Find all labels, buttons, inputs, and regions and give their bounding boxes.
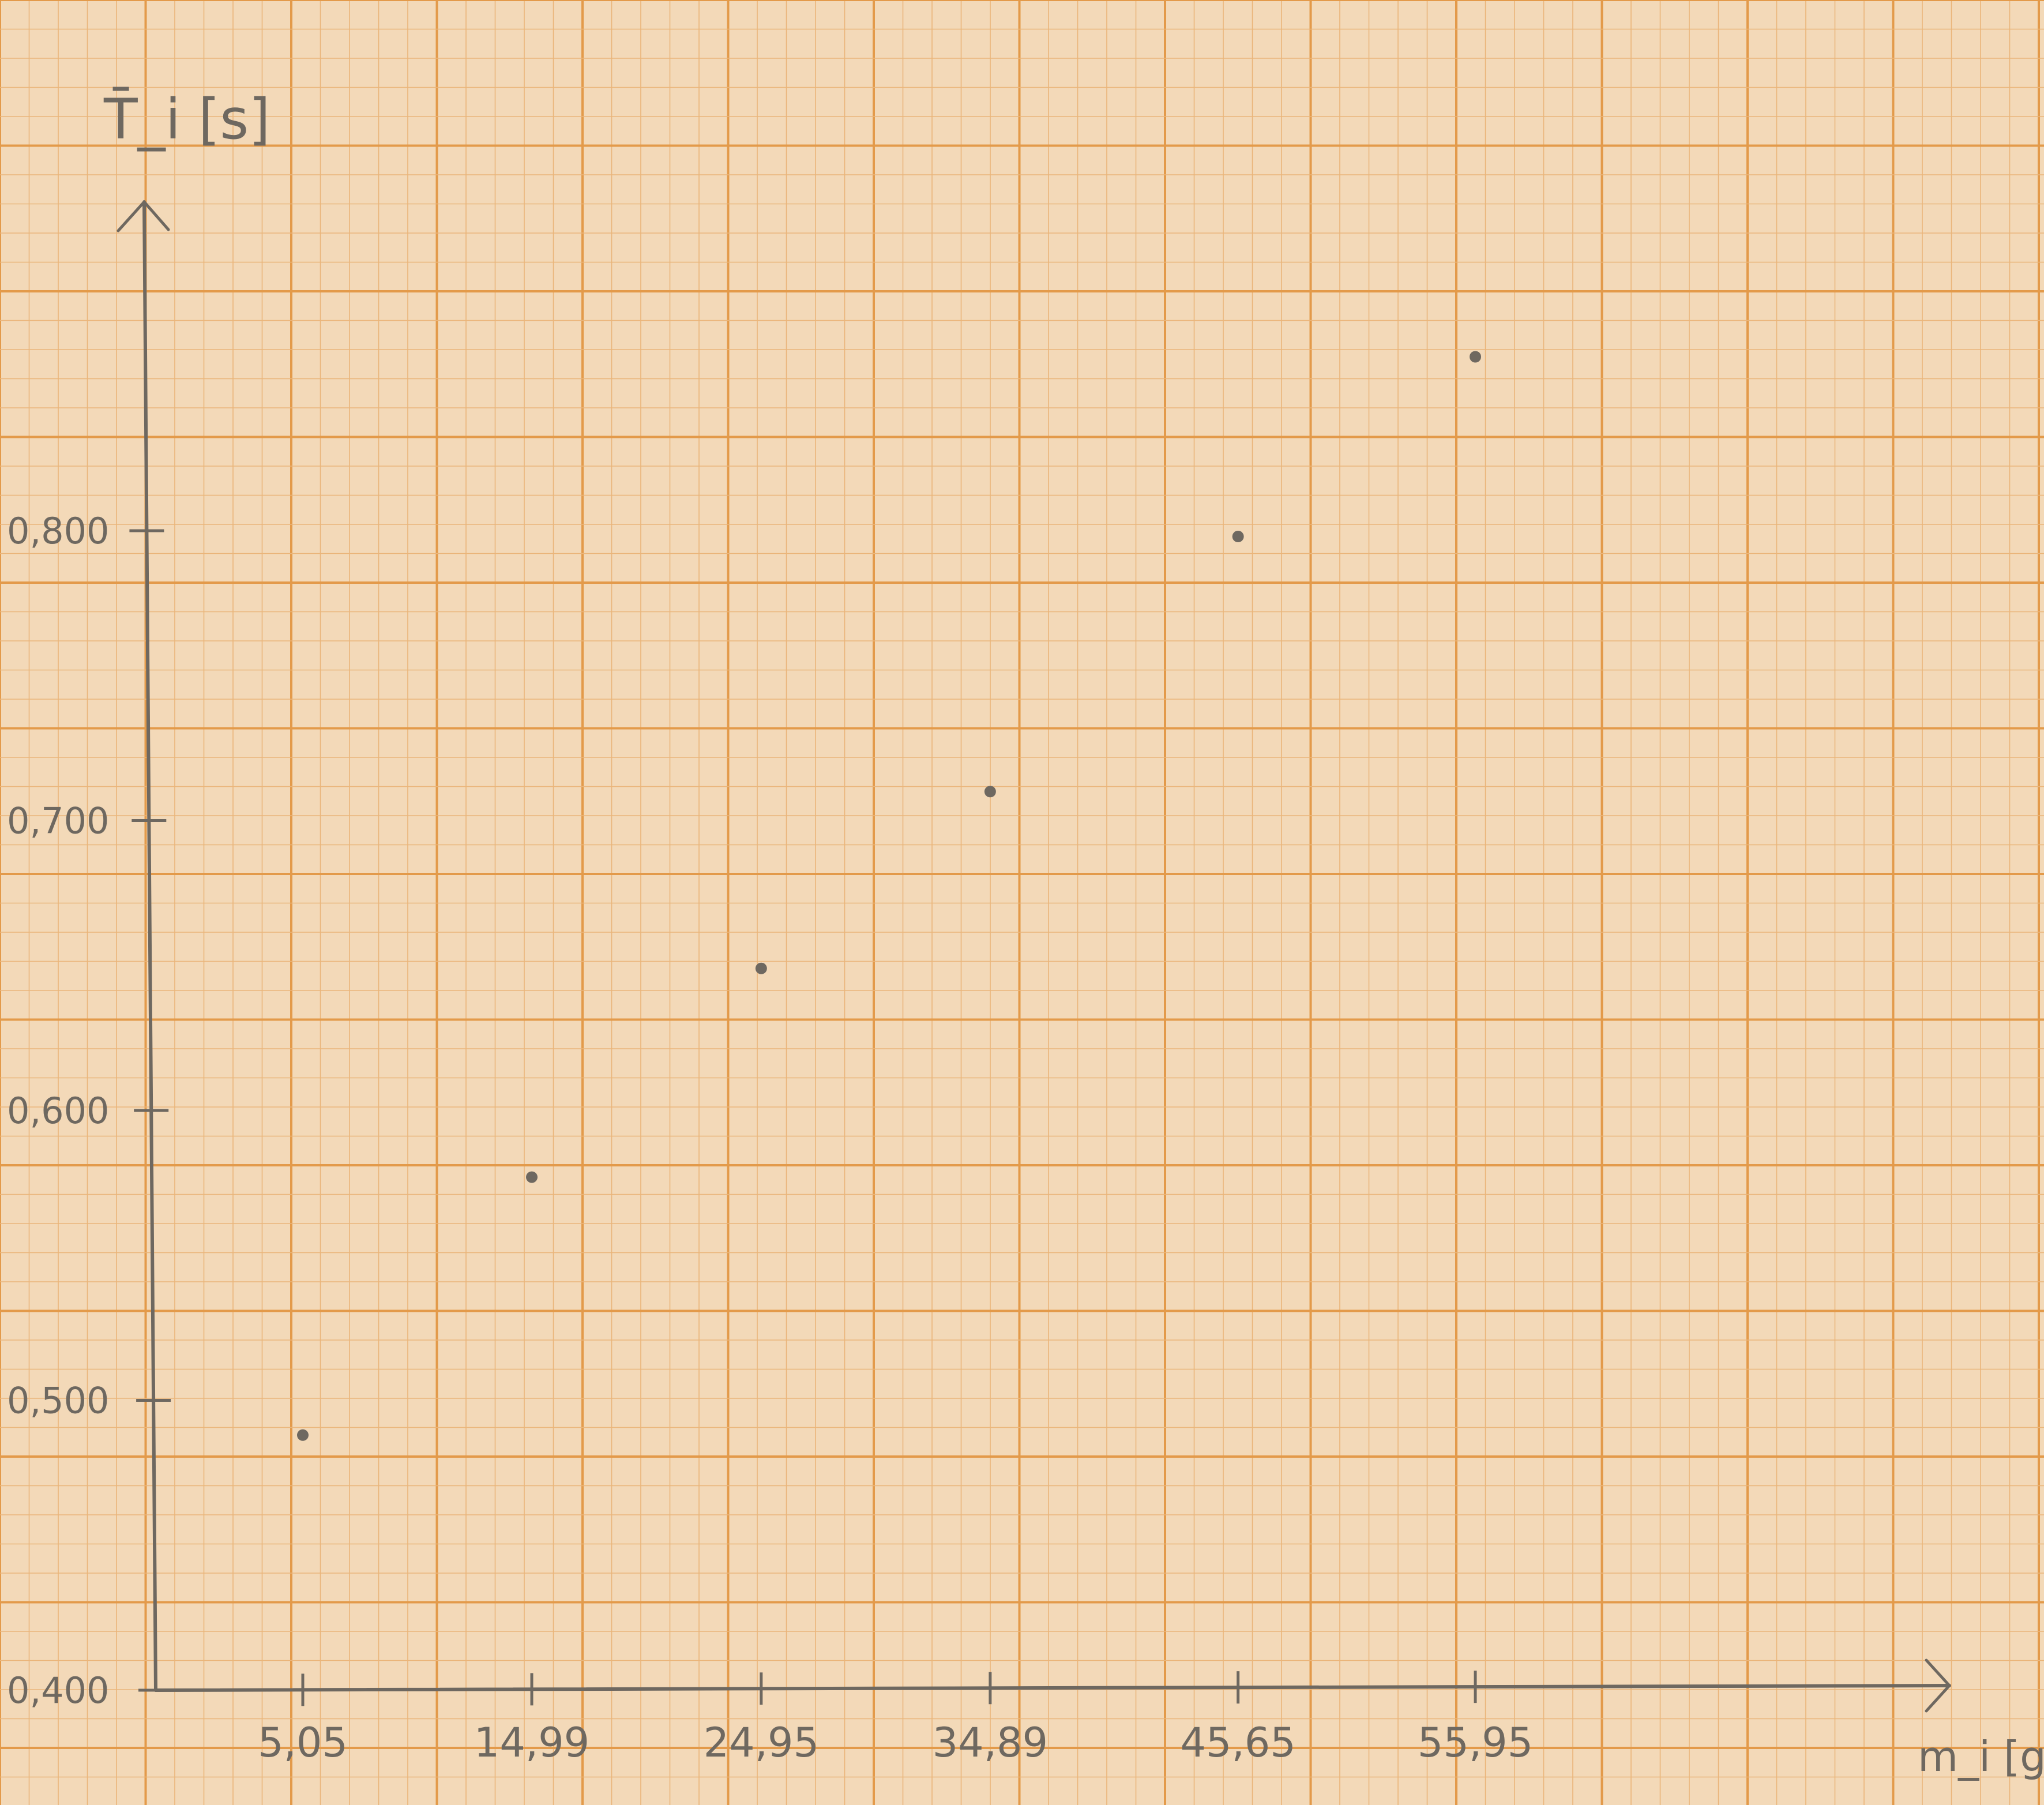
x-tick-label: 45,65 [1180, 1719, 1295, 1766]
x-axis-label: m_i [g] [1918, 1732, 2044, 1781]
data-point [1470, 351, 1481, 363]
y-axis-label: T̄_i [s] [103, 87, 270, 152]
x-tick-label: 34,89 [933, 1719, 1048, 1766]
y-tick-label: 0,400 [7, 1669, 110, 1712]
axes [117, 200, 1951, 1713]
x-tick-label: 24,95 [704, 1719, 819, 1766]
data-point [755, 962, 767, 974]
x-axis-arrow [1925, 1658, 1951, 1713]
axis-ticks: 5,05 14,99 24,95 34,89 45,65 55,95 0,400 0,500 0… [7, 510, 1533, 1766]
y-axis-arrow [117, 200, 170, 232]
y-axis-line [142, 200, 157, 1692]
data-point [984, 786, 996, 798]
y-tick-label: 0,800 [7, 510, 110, 552]
x-axis-line [154, 1684, 1951, 1692]
axis-labels: T̄_i [s] m_i [g] [103, 87, 2044, 1781]
x-tick-label: 14,99 [474, 1719, 589, 1766]
data-point [1232, 531, 1244, 543]
data-points [297, 351, 1481, 1441]
x-tick-label: 5,05 [258, 1719, 348, 1766]
data-point [297, 1429, 309, 1441]
y-tick-label: 0,500 [7, 1380, 110, 1422]
x-tick-label: 55,95 [1418, 1719, 1533, 1766]
data-point [526, 1171, 538, 1183]
y-tick-label: 0,700 [7, 800, 110, 842]
y-tick-label: 0,600 [7, 1090, 110, 1132]
